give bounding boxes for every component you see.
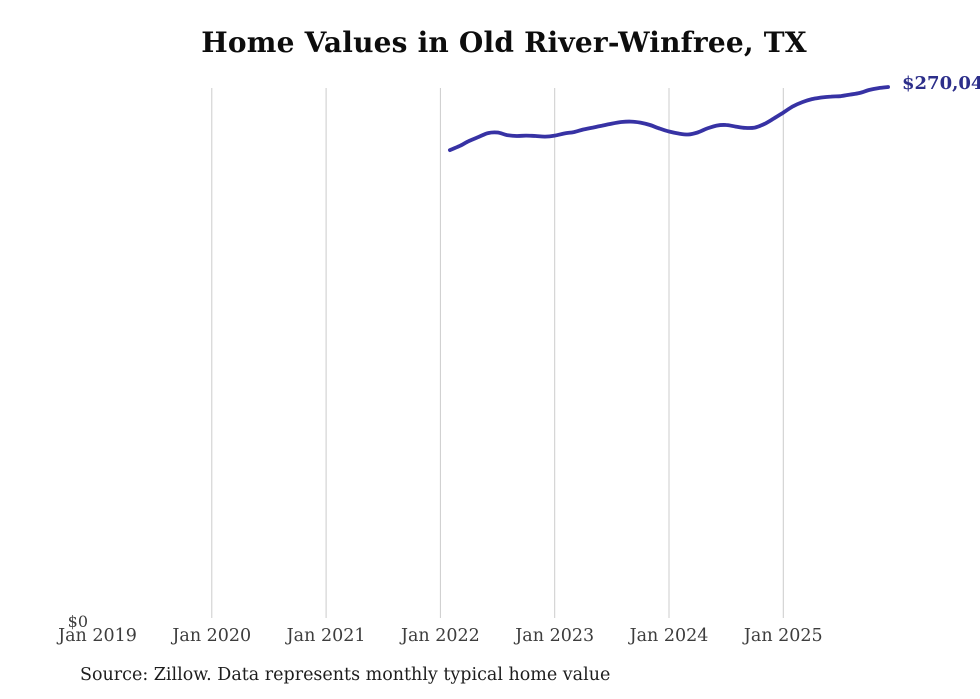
x-axis-tick-labels: Jan 2019 Jan 2020 Jan 2021 Jan 2022 Jan 2023… xyxy=(56,626,823,646)
x-tick-jan-2019: Jan 2019 xyxy=(56,626,137,646)
latest-value-label: $270,045 xyxy=(902,73,980,94)
y-axis-zero-label: $0 xyxy=(68,612,88,631)
x-tick-jan-2020: Jan 2020 xyxy=(170,626,251,646)
x-tick-jan-2021: Jan 2021 xyxy=(285,626,366,646)
chart-title: Home Values in Old River-Winfree, TX xyxy=(201,26,807,59)
home-value-line xyxy=(448,85,890,152)
x-tick-jan-2025: Jan 2025 xyxy=(742,626,823,646)
source-note: Source: Zillow. Data represents monthly … xyxy=(80,665,611,685)
year-gridlines xyxy=(211,88,784,618)
x-tick-jan-2024: Jan 2024 xyxy=(628,626,709,646)
x-tick-jan-2023: Jan 2023 xyxy=(513,626,594,646)
x-tick-jan-2022: Jan 2022 xyxy=(399,626,480,646)
